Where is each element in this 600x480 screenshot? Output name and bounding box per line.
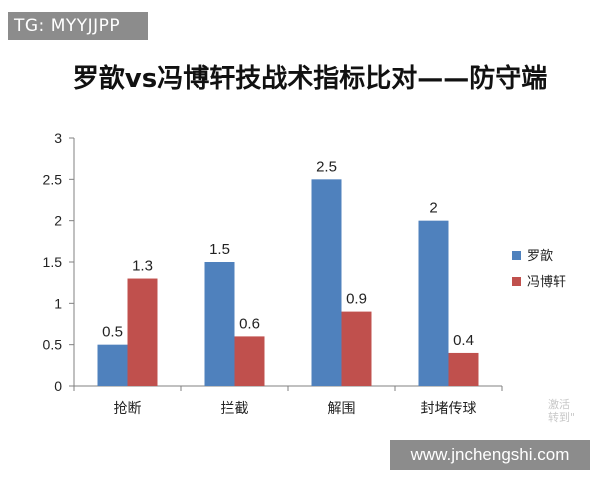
x-tick-label: 解围 — [328, 401, 356, 417]
corner-watermark: 激活 转到" — [548, 398, 575, 424]
x-tick-label: 抢断 — [114, 400, 142, 417]
legend-swatch — [512, 251, 521, 260]
y-tick-label: 1.5 — [43, 254, 63, 270]
bar-series1 — [311, 179, 342, 386]
watermark-tag: TG: MYYJJPP — [8, 12, 148, 40]
data-label: 1.3 — [132, 258, 153, 275]
legend-label: 罗歆 — [527, 248, 553, 264]
y-tick-label: 2 — [54, 213, 62, 229]
data-label: 0.9 — [346, 291, 367, 308]
chart-title: 罗歆vs冯博轩技战术指标比对——防守端 — [72, 64, 548, 94]
legend-label: 冯博轩 — [527, 275, 566, 290]
data-label: 2 — [429, 200, 437, 217]
bar-series2 — [448, 352, 479, 386]
data-label: 2.5 — [316, 158, 337, 175]
bar-series2 — [127, 278, 158, 386]
data-label: 0.4 — [453, 332, 474, 349]
y-tick-label: 3 — [54, 130, 62, 146]
corner-watermark-line-1: 激活 — [548, 398, 570, 411]
legend-swatch — [512, 277, 521, 286]
data-label: 0.5 — [102, 324, 123, 341]
x-tick-label: 封堵传球 — [421, 401, 477, 417]
y-tick-label: 0.5 — [43, 337, 63, 353]
y-tick-label: 0 — [54, 378, 62, 394]
site-url-banner: www.jnchengshi.com — [390, 440, 590, 470]
y-tick-label: 2.5 — [43, 171, 63, 187]
y-tick-label: 1 — [54, 295, 62, 311]
bar-series1 — [204, 262, 235, 386]
data-label: 1.5 — [209, 241, 230, 258]
bar-series1 — [418, 220, 449, 386]
bar-series2 — [234, 336, 265, 386]
bar-series2 — [341, 311, 372, 386]
corner-watermark-line-2: 转到" — [548, 411, 576, 424]
bar-series1 — [97, 344, 128, 386]
data-label: 0.6 — [239, 315, 260, 332]
x-tick-label: 拦截 — [221, 401, 249, 417]
